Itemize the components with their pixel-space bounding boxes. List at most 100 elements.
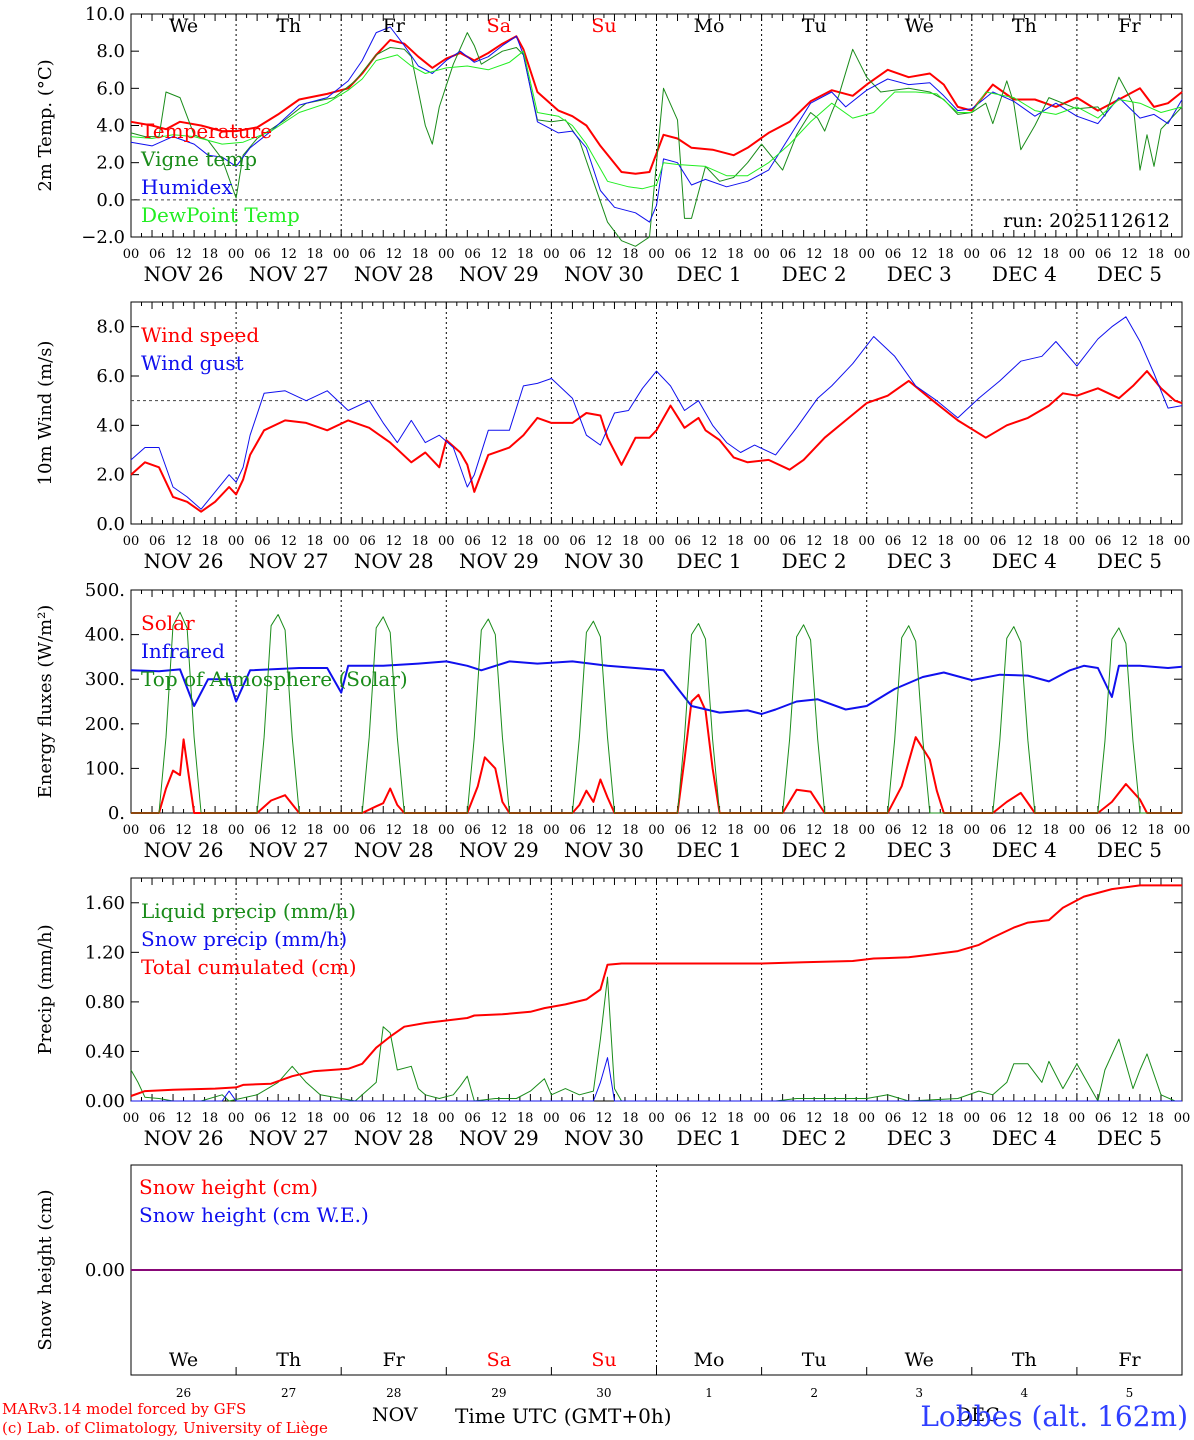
weekday-label: Fr bbox=[1118, 15, 1141, 37]
date-label: DEC 1 bbox=[677, 262, 742, 286]
y-tick-label: 0.00 bbox=[85, 1091, 125, 1112]
hour-tick-label: 18 bbox=[832, 823, 849, 838]
hour-tick-label: 00 bbox=[964, 247, 981, 262]
hour-tick-label: 12 bbox=[280, 823, 297, 838]
hour-tick-label: 12 bbox=[1121, 823, 1138, 838]
hour-tick-label: 06 bbox=[1095, 1111, 1112, 1126]
hour-tick-label: 00 bbox=[648, 247, 665, 262]
y-tick-label: 0.40 bbox=[85, 1041, 125, 1062]
y-tick-label: 300. bbox=[85, 669, 125, 690]
weekday-label: We bbox=[905, 15, 934, 37]
hour-tick-label: 06 bbox=[780, 247, 797, 262]
date-label: NOV 26 bbox=[144, 1126, 224, 1150]
hour-tick-label: 06 bbox=[569, 823, 586, 838]
hour-tick-label: 00 bbox=[858, 1111, 875, 1126]
date-label: DEC 3 bbox=[887, 1126, 952, 1150]
hour-tick-label: 18 bbox=[1147, 823, 1164, 838]
date-label: DEC 2 bbox=[782, 1126, 847, 1150]
hour-tick-label: 12 bbox=[175, 534, 192, 549]
hour-tick-label: 00 bbox=[753, 534, 770, 549]
hour-tick-label: 12 bbox=[596, 823, 613, 838]
hour-tick-label: 00 bbox=[858, 823, 875, 838]
hour-tick-label: 12 bbox=[701, 823, 718, 838]
hour-tick-label: 06 bbox=[990, 823, 1007, 838]
date-label: DEC 3 bbox=[887, 262, 952, 286]
weekday-label-bottom: Su bbox=[591, 1349, 616, 1371]
hour-tick-label: 12 bbox=[911, 1111, 928, 1126]
hour-tick-label: 18 bbox=[1042, 823, 1059, 838]
y-axis-label: Precip (mm/h) bbox=[35, 924, 56, 1054]
hour-tick-label: 12 bbox=[911, 823, 928, 838]
date-label: NOV 30 bbox=[564, 838, 644, 862]
hour-tick-label: 12 bbox=[385, 1111, 402, 1126]
hour-tick-label: 00 bbox=[648, 1111, 665, 1126]
hour-tick-label: 18 bbox=[517, 1111, 534, 1126]
hour-tick-label: 18 bbox=[202, 247, 219, 262]
hour-tick-label: 06 bbox=[885, 1111, 902, 1126]
hour-tick-label: 18 bbox=[727, 823, 744, 838]
hour-tick-label: 06 bbox=[569, 247, 586, 262]
hour-tick-label: 18 bbox=[307, 247, 324, 262]
hour-tick-label: 06 bbox=[885, 534, 902, 549]
hour-tick-label: 00 bbox=[228, 247, 245, 262]
y-tick-label: 400. bbox=[85, 625, 125, 646]
hour-tick-label: 12 bbox=[806, 247, 823, 262]
date-label: DEC 4 bbox=[992, 549, 1057, 573]
hour-tick-label: 18 bbox=[1147, 1111, 1164, 1126]
date-label: NOV 26 bbox=[144, 262, 224, 286]
legend-entry: Liquid precip (mm/h) bbox=[141, 899, 356, 923]
weekday-label: Sa bbox=[487, 15, 511, 37]
legend-entry: Wind gust bbox=[141, 351, 244, 375]
hour-tick-label: 18 bbox=[412, 1111, 429, 1126]
hour-tick-label: 00 bbox=[1174, 823, 1191, 838]
hour-tick-label: 18 bbox=[1147, 534, 1164, 549]
date-label: NOV 29 bbox=[459, 1126, 539, 1150]
date-label: DEC 3 bbox=[887, 838, 952, 862]
hour-tick-label: 00 bbox=[964, 534, 981, 549]
hour-tick-label: 00 bbox=[858, 534, 875, 549]
hour-tick-label: 06 bbox=[359, 247, 376, 262]
legend-entry: Snow height (cm) bbox=[139, 1175, 318, 1199]
day-number-label: 3 bbox=[915, 1386, 923, 1400]
date-label: NOV 30 bbox=[564, 1126, 644, 1150]
y-tick-label: 4.0 bbox=[96, 415, 125, 436]
hour-tick-label: 12 bbox=[596, 247, 613, 262]
hour-tick-label: 18 bbox=[622, 823, 639, 838]
credit-model: MARv3.14 model forced by GFS bbox=[2, 1400, 247, 1418]
hour-tick-label: 12 bbox=[1121, 1111, 1138, 1126]
hour-tick-label: 12 bbox=[806, 1111, 823, 1126]
y-tick-label: −2.0 bbox=[81, 227, 125, 248]
date-label: NOV 28 bbox=[354, 838, 434, 862]
y-axis-label: 10m Wind (m/s) bbox=[35, 341, 56, 486]
hour-tick-label: 06 bbox=[359, 1111, 376, 1126]
date-label: DEC 4 bbox=[992, 262, 1057, 286]
weekday-label-bottom: Tu bbox=[802, 1349, 827, 1371]
hour-tick-label: 00 bbox=[543, 247, 560, 262]
day-number-label: 5 bbox=[1126, 1386, 1134, 1400]
hour-tick-label: 12 bbox=[911, 247, 928, 262]
day-number-label: 29 bbox=[491, 1386, 506, 1400]
hour-tick-label: 18 bbox=[307, 823, 324, 838]
weekday-label: We bbox=[169, 15, 198, 37]
weekday-label: Mo bbox=[694, 15, 725, 37]
hour-tick-label: 18 bbox=[832, 1111, 849, 1126]
hour-tick-label: 18 bbox=[832, 247, 849, 262]
day-number-label: 4 bbox=[1021, 1386, 1029, 1400]
hour-tick-label: 00 bbox=[648, 534, 665, 549]
y-tick-label: 2.0 bbox=[96, 465, 125, 486]
credit-lab: (c) Lab. of Climatology, University of L… bbox=[2, 1419, 328, 1437]
weekday-label-bottom: Sa bbox=[487, 1349, 511, 1371]
y-tick-label: 0.0 bbox=[96, 190, 125, 211]
hour-tick-label: 00 bbox=[1069, 823, 1086, 838]
date-label: DEC 5 bbox=[1097, 549, 1162, 573]
hour-tick-label: 12 bbox=[1016, 1111, 1033, 1126]
hour-tick-label: 00 bbox=[438, 247, 455, 262]
hour-tick-label: 12 bbox=[1121, 247, 1138, 262]
hour-tick-label: 00 bbox=[228, 1111, 245, 1126]
weekday-label-bottom: Th bbox=[276, 1349, 301, 1371]
hour-tick-label: 06 bbox=[1095, 823, 1112, 838]
y-tick-label: 6.0 bbox=[96, 366, 125, 387]
date-label: NOV 29 bbox=[459, 549, 539, 573]
hour-tick-label: 00 bbox=[228, 534, 245, 549]
hour-tick-label: 12 bbox=[491, 247, 508, 262]
